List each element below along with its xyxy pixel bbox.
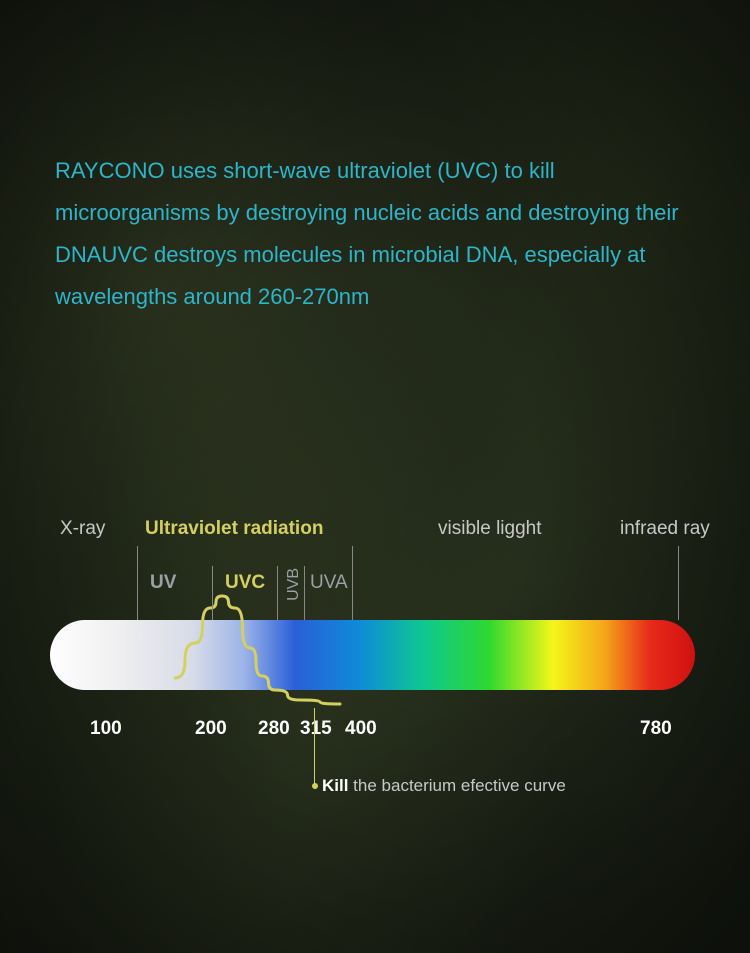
sub-region-label: UVC [225, 572, 265, 594]
sub-region-divider-line [352, 566, 353, 620]
kill-curve-leader-dot [312, 783, 318, 789]
region-labels-row: X-ray Ultraviolet radiation visible ligght… [0, 518, 750, 546]
sub-region-labels-row: UVUVCUVBUVA [0, 572, 750, 612]
region-label: visible ligght [438, 518, 542, 540]
wavelength-label: 280 [258, 718, 290, 740]
wavelength-label: 400 [345, 718, 377, 740]
sub-region-divider-line [212, 566, 213, 620]
wavelength-label: 200 [195, 718, 227, 740]
sub-region-divider-line [277, 566, 278, 620]
sub-region-label: UVA [310, 572, 348, 594]
sub-region-divider-line [137, 566, 138, 620]
sub-region-label: UV [150, 572, 176, 594]
region-label: X-ray [60, 518, 105, 540]
kill-curve-label-rest: the bacterium efective curve [348, 776, 565, 795]
wavelength-label: 315 [300, 718, 332, 740]
region-label: Ultraviolet radiation [145, 518, 323, 540]
kill-curve-label: Kill the bacterium efective curve [322, 776, 566, 796]
description-text: RAYCONO uses short-wave ultraviolet (UVC… [55, 150, 695, 318]
sub-region-divider-line [304, 566, 305, 620]
wavelength-label: 780 [640, 718, 672, 740]
spectrum-diagram: X-ray Ultraviolet radiation visible ligght… [0, 518, 750, 878]
wavelength-labels-row: 100 200 280 315 400 780 [0, 718, 750, 748]
region-label: infraed ray [620, 518, 710, 540]
sub-region-label: UVB [285, 568, 303, 601]
kill-curve-leader-line [314, 708, 315, 786]
kill-curve-label-bold: Kill [322, 776, 348, 795]
wavelength-label: 100 [90, 718, 122, 740]
spectrum-bar [50, 620, 695, 690]
